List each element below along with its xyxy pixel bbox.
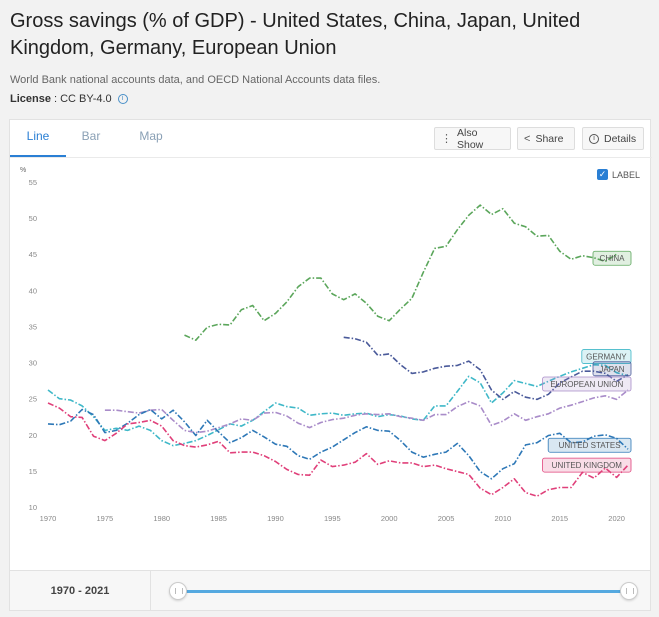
chart-card: Line Bar Map ⋮ Also Show < Share i Detai… xyxy=(9,119,652,571)
series-label-3: EUROPEAN UNION xyxy=(542,376,632,392)
series-line-4 xyxy=(47,408,629,480)
share-label: Share xyxy=(535,132,564,145)
series-label-box xyxy=(547,437,632,453)
y-tick-label: 45 xyxy=(29,250,37,259)
x-tick-label: 2005 xyxy=(438,514,455,523)
y-tick-label: 40 xyxy=(29,286,37,295)
y-tick-label: 30 xyxy=(29,359,37,368)
tab-divider xyxy=(10,157,652,158)
series-label-text: UNITED KINGDOM xyxy=(552,461,623,470)
more-vertical-icon: ⋮ xyxy=(441,133,452,145)
y-axis-unit: % xyxy=(20,167,26,174)
checkbox-checked-icon[interactable]: ✓ xyxy=(597,169,608,180)
series-label-text: EUROPEAN UNION xyxy=(550,380,623,389)
range-label: 1970 - 2021 xyxy=(10,571,151,611)
x-tick-label: 1990 xyxy=(267,514,284,523)
series-label-2: JAPAN xyxy=(592,361,632,377)
x-tick-label: 1970 xyxy=(40,514,57,523)
tab-line[interactable]: Line xyxy=(10,120,66,157)
x-tick-label: 2000 xyxy=(381,514,398,523)
x-tick-label: 2010 xyxy=(495,514,512,523)
series-label-0: CHINA xyxy=(592,250,632,266)
series-label-text: UNITED STATES xyxy=(559,441,621,450)
label-toggle-text: LABEL xyxy=(612,169,641,180)
chart-tabs: Line Bar Map xyxy=(10,120,186,157)
details-button[interactable]: i Details xyxy=(582,127,644,150)
x-tick-label: 2020 xyxy=(608,514,625,523)
tab-bar[interactable]: Bar xyxy=(81,129,101,143)
range-end-handle[interactable] xyxy=(620,582,638,600)
y-tick-label: 35 xyxy=(29,322,37,331)
series-label-5: UNITED KINGDOM xyxy=(542,457,632,473)
page-title: Gross savings (% of GDP) - United States… xyxy=(10,10,581,59)
details-label: Details xyxy=(604,132,637,145)
license-label: License xyxy=(10,93,51,105)
y-tick-label: 50 xyxy=(29,214,37,223)
label-toggle[interactable]: ✓ LABEL xyxy=(597,169,640,180)
x-tick-label: 1975 xyxy=(97,514,114,523)
x-tick-label: 1995 xyxy=(324,514,341,523)
x-tick-label: 2015 xyxy=(551,514,568,523)
details-icon: i xyxy=(589,133,599,144)
series-label-text: CHINA xyxy=(600,254,626,263)
series-label-box xyxy=(542,457,632,473)
range-bar: 1970 - 2021 xyxy=(9,571,651,611)
series-label-box xyxy=(542,376,632,392)
series-line-5 xyxy=(47,402,629,498)
data-source: World Bank national accounts data, and O… xyxy=(10,74,381,86)
y-tick-label: 15 xyxy=(29,467,37,476)
x-tick-label: 1985 xyxy=(210,514,227,523)
share-icon: < xyxy=(524,132,531,145)
series-label-box xyxy=(581,349,632,364)
series-label-4: UNITED STATES xyxy=(547,437,632,453)
info-icon[interactable]: i xyxy=(117,94,128,104)
series-label-box xyxy=(592,250,632,266)
range-slider-track[interactable] xyxy=(178,590,630,593)
series-label-text: JAPAN xyxy=(599,365,624,374)
series-line-3 xyxy=(104,389,629,434)
range-start-handle[interactable] xyxy=(169,582,187,600)
tab-map[interactable]: Map xyxy=(139,129,163,143)
series-line-2 xyxy=(343,336,629,401)
share-button[interactable]: < Share xyxy=(517,127,575,150)
license-line: License : CC BY-4.0 i xyxy=(10,93,128,105)
x-tick-label: 1980 xyxy=(153,514,170,523)
series-line-0 xyxy=(184,204,618,341)
series-label-1: GERMANY xyxy=(581,349,632,364)
also-show-label: Also Show xyxy=(457,126,484,151)
series-line-1 xyxy=(47,363,629,447)
license-value: : CC BY-4.0 xyxy=(53,93,112,105)
y-tick-label: 20 xyxy=(29,431,37,440)
y-tick-label: 55 xyxy=(29,178,37,187)
series-label-box xyxy=(592,361,632,377)
line-chart: % 10 15 20 25 30 35 40 45 50 55 1970 1975 1980 1985 199… xyxy=(20,167,632,523)
y-tick-label: 25 xyxy=(29,395,37,404)
y-tick-label: 10 xyxy=(29,503,37,512)
series-label-text: GERMANY xyxy=(586,353,627,362)
also-show-button[interactable]: ⋮ Also Show xyxy=(434,126,511,151)
